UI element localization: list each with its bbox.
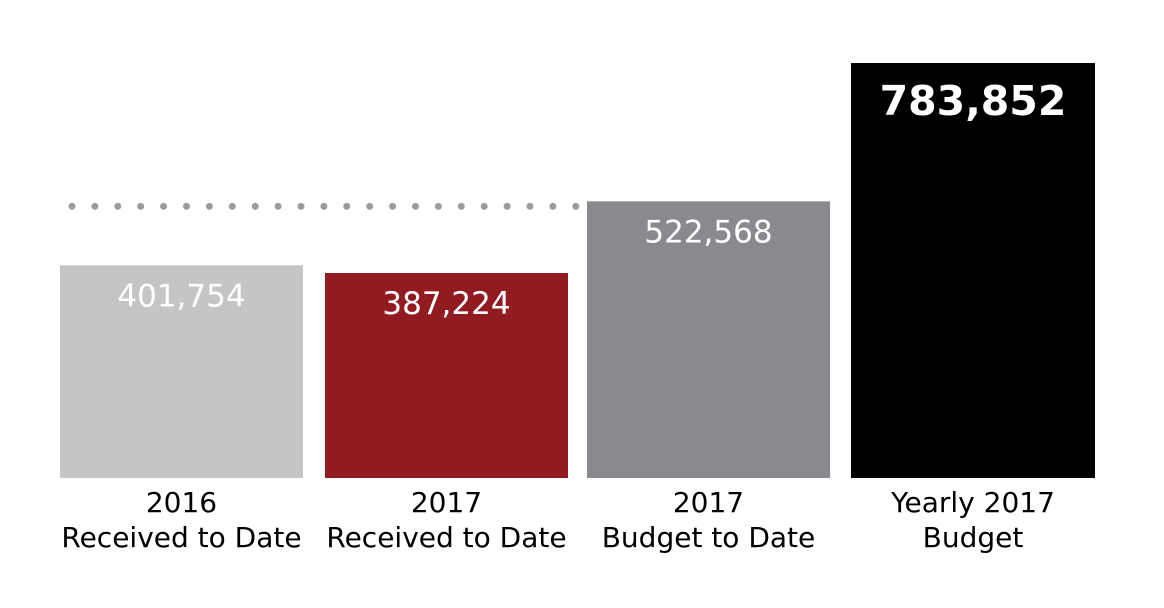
category-label-1-line1: 2016 — [146, 486, 217, 519]
category-label-2-line2: Received to Date — [326, 521, 566, 554]
bar-4 — [851, 63, 1095, 478]
bar-2 — [325, 272, 568, 478]
category-label-3-line1: 2017 — [673, 486, 744, 519]
category-label-3-line2: Budget to Date — [602, 521, 816, 554]
bar-4-value-label: 783,852 — [880, 77, 1067, 125]
bar-1-value-label: 401,754 — [117, 278, 245, 314]
category-label-2-line1: 2017 — [411, 486, 482, 519]
category-label-4-line1: Yearly 2017 — [890, 486, 1055, 519]
bar-3-value-label: 522,568 — [644, 214, 772, 250]
category-label-4-line2: Budget — [923, 521, 1024, 554]
bar-3 — [587, 201, 830, 479]
bar-1 — [60, 265, 303, 478]
bar-2-value-label: 387,224 — [382, 286, 510, 322]
category-label-1-line2: Received to Date — [61, 521, 301, 554]
